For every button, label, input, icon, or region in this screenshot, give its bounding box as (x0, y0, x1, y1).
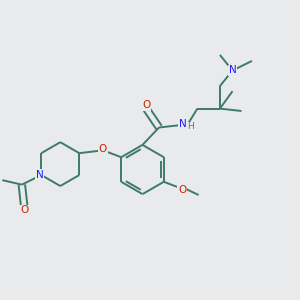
Text: O: O (99, 144, 107, 154)
Text: O: O (20, 205, 28, 215)
Text: O: O (142, 100, 151, 110)
Text: N: N (179, 119, 187, 129)
Text: H: H (187, 122, 194, 131)
Text: O: O (178, 184, 186, 195)
Text: N: N (36, 170, 44, 180)
Text: N: N (229, 65, 236, 76)
